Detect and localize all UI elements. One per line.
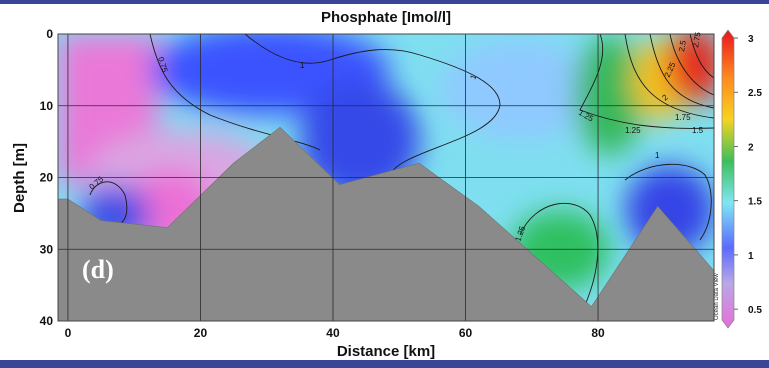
colorbar: 0.5 1 1.5 2 2.5 3 Ocean Data View <box>714 29 762 329</box>
contour-1-75 <box>649 34 714 109</box>
x-tick-label: 60 <box>459 326 473 340</box>
colorbar-tick-label: 2.5 <box>748 88 762 99</box>
contour-2-25 <box>689 34 714 79</box>
colorbar-tick-label: 0.5 <box>748 305 762 316</box>
x-axis-ticks: 0 20 40 60 80 <box>65 326 605 340</box>
contour-1-mid <box>389 54 501 176</box>
panel-label: (d) <box>82 255 114 284</box>
colorbar-tick-label: 3 <box>748 34 754 45</box>
colorbar-tick-label: 2 <box>748 142 754 153</box>
colorbar-ticks: 0.5 1 1.5 2 2.5 3 <box>734 34 762 316</box>
y-axis-label: Depth [m] <box>11 143 28 213</box>
contour-label: 1.5 <box>692 126 704 135</box>
field-red <box>667 34 714 103</box>
contour-lines <box>89 34 714 306</box>
bottom-border <box>0 360 769 368</box>
contour-1-upper <box>244 34 421 64</box>
grid-lines <box>58 34 714 321</box>
contour-0-75 <box>149 34 321 151</box>
x-tick-label: 0 <box>65 326 72 340</box>
field-green <box>575 35 645 155</box>
x-tick-label: 20 <box>194 326 208 340</box>
y-tick-label: 40 <box>40 314 54 328</box>
contour-label: 2 <box>661 92 671 102</box>
field-blue-mid <box>300 80 420 200</box>
y-tick-label: 20 <box>40 171 54 185</box>
contour-1-right <box>624 163 712 241</box>
y-tick-label: 30 <box>40 242 54 256</box>
colorbar-tick-label: 1 <box>748 251 754 262</box>
top-border <box>0 0 769 4</box>
chart-title: Phosphate [Imol/l] <box>321 9 451 26</box>
contour-1-25-deep <box>519 202 599 306</box>
field-light-blue <box>440 40 600 140</box>
y-axis-ticks: 0 10 20 30 40 <box>40 27 54 328</box>
colorbar-scale <box>721 29 735 329</box>
contour-1-5 <box>624 34 714 119</box>
contour-label: 1.25 <box>625 126 641 135</box>
contour-label: 2.75 <box>691 31 703 48</box>
contour-label: 1 <box>300 61 305 70</box>
plot-area <box>58 34 714 321</box>
x-axis-label: Distance [km] <box>337 343 435 360</box>
plot-border <box>57 33 715 322</box>
contour-2 <box>669 34 714 96</box>
contour-label: 1 <box>468 73 478 81</box>
contour-label: 2.5 <box>677 39 688 52</box>
colorbar-tick-label: 1.5 <box>748 197 762 208</box>
bathymetry-land <box>58 126 714 321</box>
watermark-text: Ocean Data View <box>714 273 720 320</box>
y-tick-label: 0 <box>46 27 53 41</box>
x-tick-label: 40 <box>326 326 340 340</box>
contour-label: 1.75 <box>675 113 691 122</box>
y-tick-label: 10 <box>40 99 54 113</box>
contour-1-25 <box>579 34 714 129</box>
x-tick-label: 80 <box>591 326 605 340</box>
contour-label: 1 <box>655 151 660 160</box>
